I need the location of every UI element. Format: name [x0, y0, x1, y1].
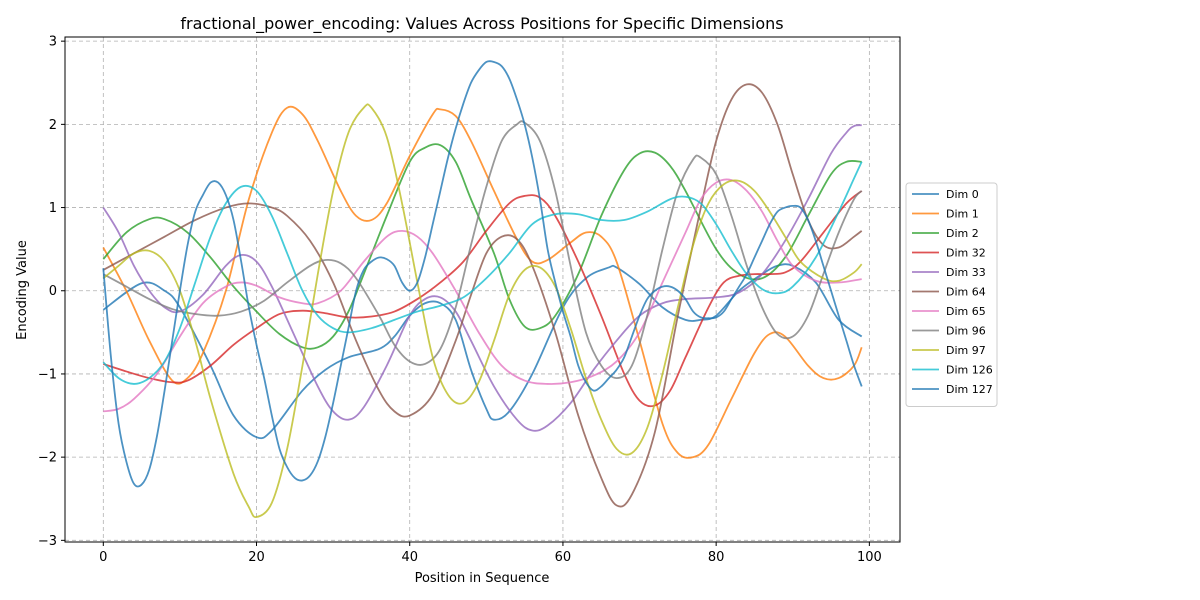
- legend-label: Dim 65: [946, 305, 986, 318]
- legend-label: Dim 96: [946, 325, 986, 338]
- legend-label: Dim 127: [946, 383, 993, 396]
- y-tick-label: 0: [49, 284, 57, 299]
- x-tick-label: 20: [248, 550, 265, 565]
- legend-label: Dim 64: [946, 286, 986, 299]
- chart-title: fractional_power_encoding: Values Across…: [180, 14, 783, 34]
- series-line-dim-2: [102, 143, 862, 350]
- x-tick-label: 40: [401, 550, 418, 565]
- y-tick-label: −2: [38, 451, 57, 466]
- legend-label: Dim 2: [946, 227, 979, 240]
- series-line-dim-64: [102, 83, 863, 508]
- legend: Dim 0 Dim 1 Dim 2 Dim 32 Dim 33 Dim 64 Dim 65 D…: [905, 182, 998, 407]
- plot-frame: [64, 36, 901, 543]
- y-tick-label: −3: [38, 534, 57, 549]
- y-axis-label: Encoding Value: [15, 240, 30, 340]
- x-tick-label: 100: [857, 550, 882, 565]
- x-tick-label: 80: [708, 550, 725, 565]
- legend-label: Dim 97: [946, 344, 986, 357]
- series-line-dim-127: [102, 60, 863, 488]
- x-axis-label: Position in Sequence: [415, 571, 550, 586]
- legend-label: Dim 1: [946, 208, 979, 221]
- legend-label: Dim 0: [946, 188, 979, 201]
- series-line-dim-65: [103, 178, 862, 413]
- series-line-dim-1: [102, 105, 863, 459]
- y-tick-label: 3: [49, 35, 57, 50]
- x-tick-label: 0: [99, 550, 107, 565]
- y-tick-label: 1: [49, 201, 57, 216]
- y-tick-label: −1: [38, 367, 57, 382]
- legend-label: Dim 32: [946, 247, 986, 260]
- series-lines: [102, 60, 863, 519]
- grid: [65, 37, 900, 542]
- y-tick-label: 2: [49, 118, 57, 133]
- axis-ticks: 0 20 40 60 80 100 −3 −2 −1 0 1 2 3: [38, 35, 882, 565]
- series-line-dim-97: [102, 103, 863, 519]
- series-line-dim-33: [102, 124, 862, 432]
- legend-label: Dim 33: [946, 266, 986, 279]
- series-line-dim-0: [102, 263, 863, 440]
- x-tick-label: 60: [555, 550, 572, 565]
- legend-label: Dim 126: [946, 364, 993, 377]
